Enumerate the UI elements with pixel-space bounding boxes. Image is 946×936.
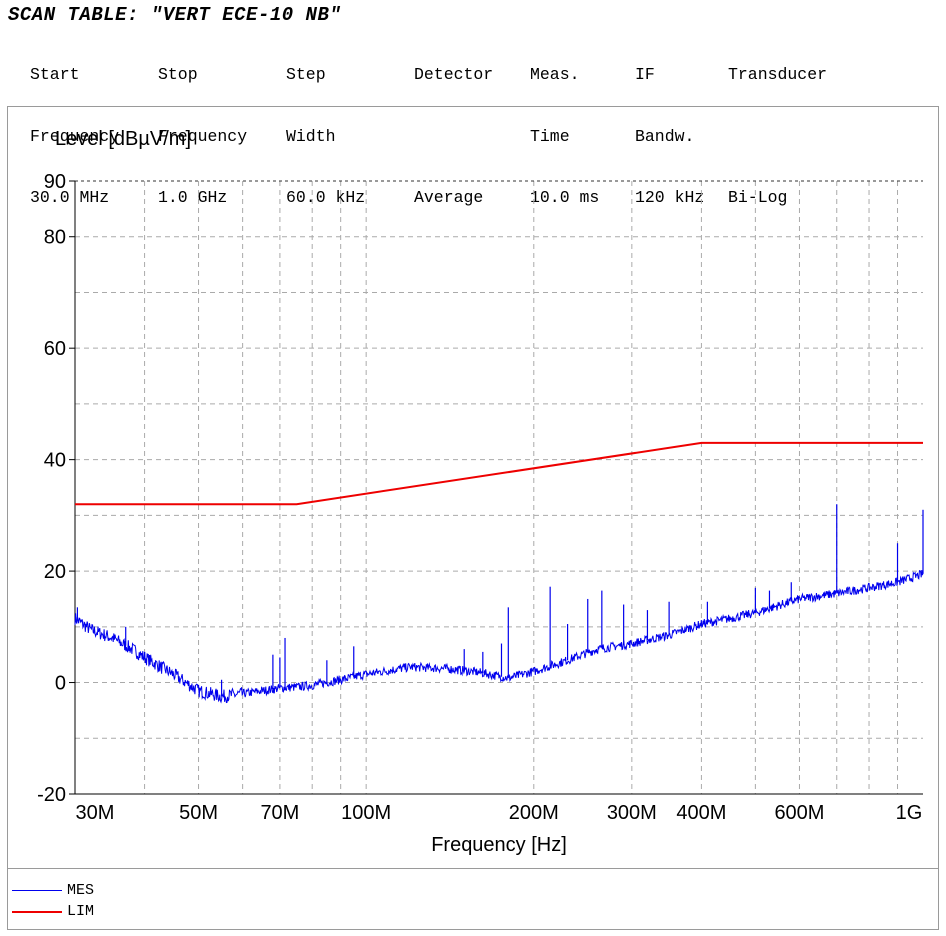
scan-cell: Bandw. bbox=[635, 126, 695, 146]
scan-cell: 60.0 kHz bbox=[286, 188, 366, 207]
scan-column-transducer: Transducer Bi-Log bbox=[728, 24, 827, 250]
y-tick-label: 40 bbox=[44, 450, 66, 472]
scan-cell: Frequency bbox=[158, 126, 248, 146]
x-axis-title: Frequency [Hz] bbox=[431, 834, 567, 856]
mes-series-line bbox=[74, 569, 924, 704]
scan-column-step: Step Width 60.0 kHz bbox=[286, 24, 365, 250]
scan-cell: Detector bbox=[414, 65, 494, 84]
y-axis-title: Level [dBµV/m] bbox=[55, 128, 191, 150]
scan-cell: 30.0 MHz bbox=[30, 188, 110, 207]
scan-cell: Width bbox=[286, 126, 336, 146]
legend-item-lim: LIM bbox=[12, 901, 94, 922]
x-tick-label: 200M bbox=[509, 802, 559, 824]
scan-cell: Transducer bbox=[728, 65, 828, 84]
scan-cell: Average bbox=[414, 188, 484, 207]
scan-cell: 1.0 GHz bbox=[158, 188, 228, 207]
x-tick-label: 50M bbox=[179, 802, 218, 824]
y-tick-label: 20 bbox=[44, 561, 66, 583]
scan-cell: 10.0 ms bbox=[530, 188, 600, 207]
scan-cell: Meas. bbox=[530, 65, 580, 84]
legend-label-mes: MES bbox=[67, 882, 95, 899]
scan-cell: Time bbox=[530, 126, 570, 146]
y-tick-label: 80 bbox=[44, 227, 66, 249]
scan-cell: IF bbox=[635, 65, 655, 84]
scan-column-meas-time: Meas. Time 10.0 ms bbox=[530, 24, 599, 250]
x-tick-label: 30M bbox=[76, 802, 115, 824]
scan-column-start: Start Frequency 30.0 MHz bbox=[30, 24, 119, 250]
x-tick-label: 70M bbox=[260, 802, 299, 824]
legend-label-lim: LIM bbox=[67, 903, 95, 920]
scan-cell: 120 kHz bbox=[635, 188, 705, 207]
lim-series-line bbox=[75, 441, 923, 506]
y-tick-label: 0 bbox=[55, 673, 66, 695]
scan-cell: Step bbox=[286, 65, 326, 84]
scan-column-if-bandwidth: IF Bandw. 120 kHz bbox=[635, 24, 704, 250]
x-tick-label: 100M bbox=[341, 802, 391, 824]
scan-cell: Stop bbox=[158, 65, 198, 84]
scan-cell: Frequency bbox=[30, 126, 120, 146]
scan-column-stop: Stop Frequency 1.0 GHz bbox=[158, 24, 247, 250]
x-tick-label: 300M bbox=[607, 802, 657, 824]
y-tick-label: 60 bbox=[44, 338, 66, 360]
chart-frame bbox=[7, 106, 939, 930]
legend: MES LIM bbox=[12, 880, 94, 922]
legend-swatch-mes bbox=[12, 890, 62, 891]
x-tick-label: 1G bbox=[896, 802, 923, 824]
scan-cell: Bi-Log bbox=[728, 188, 788, 207]
y-tick-label: 90 bbox=[44, 171, 66, 193]
legend-swatch-lim bbox=[12, 910, 62, 913]
scan-column-detector: Detector Average bbox=[414, 24, 493, 250]
x-tick-label: 600M bbox=[774, 802, 824, 824]
y-tick-label: -20 bbox=[37, 784, 66, 806]
legend-item-mes: MES bbox=[12, 880, 94, 901]
legend-divider bbox=[7, 868, 939, 869]
scan-cell: Start bbox=[30, 65, 80, 84]
scan-table-title: SCAN TABLE: "VERT ECE-10 NB" bbox=[8, 4, 342, 26]
x-tick-label: 400M bbox=[676, 802, 726, 824]
